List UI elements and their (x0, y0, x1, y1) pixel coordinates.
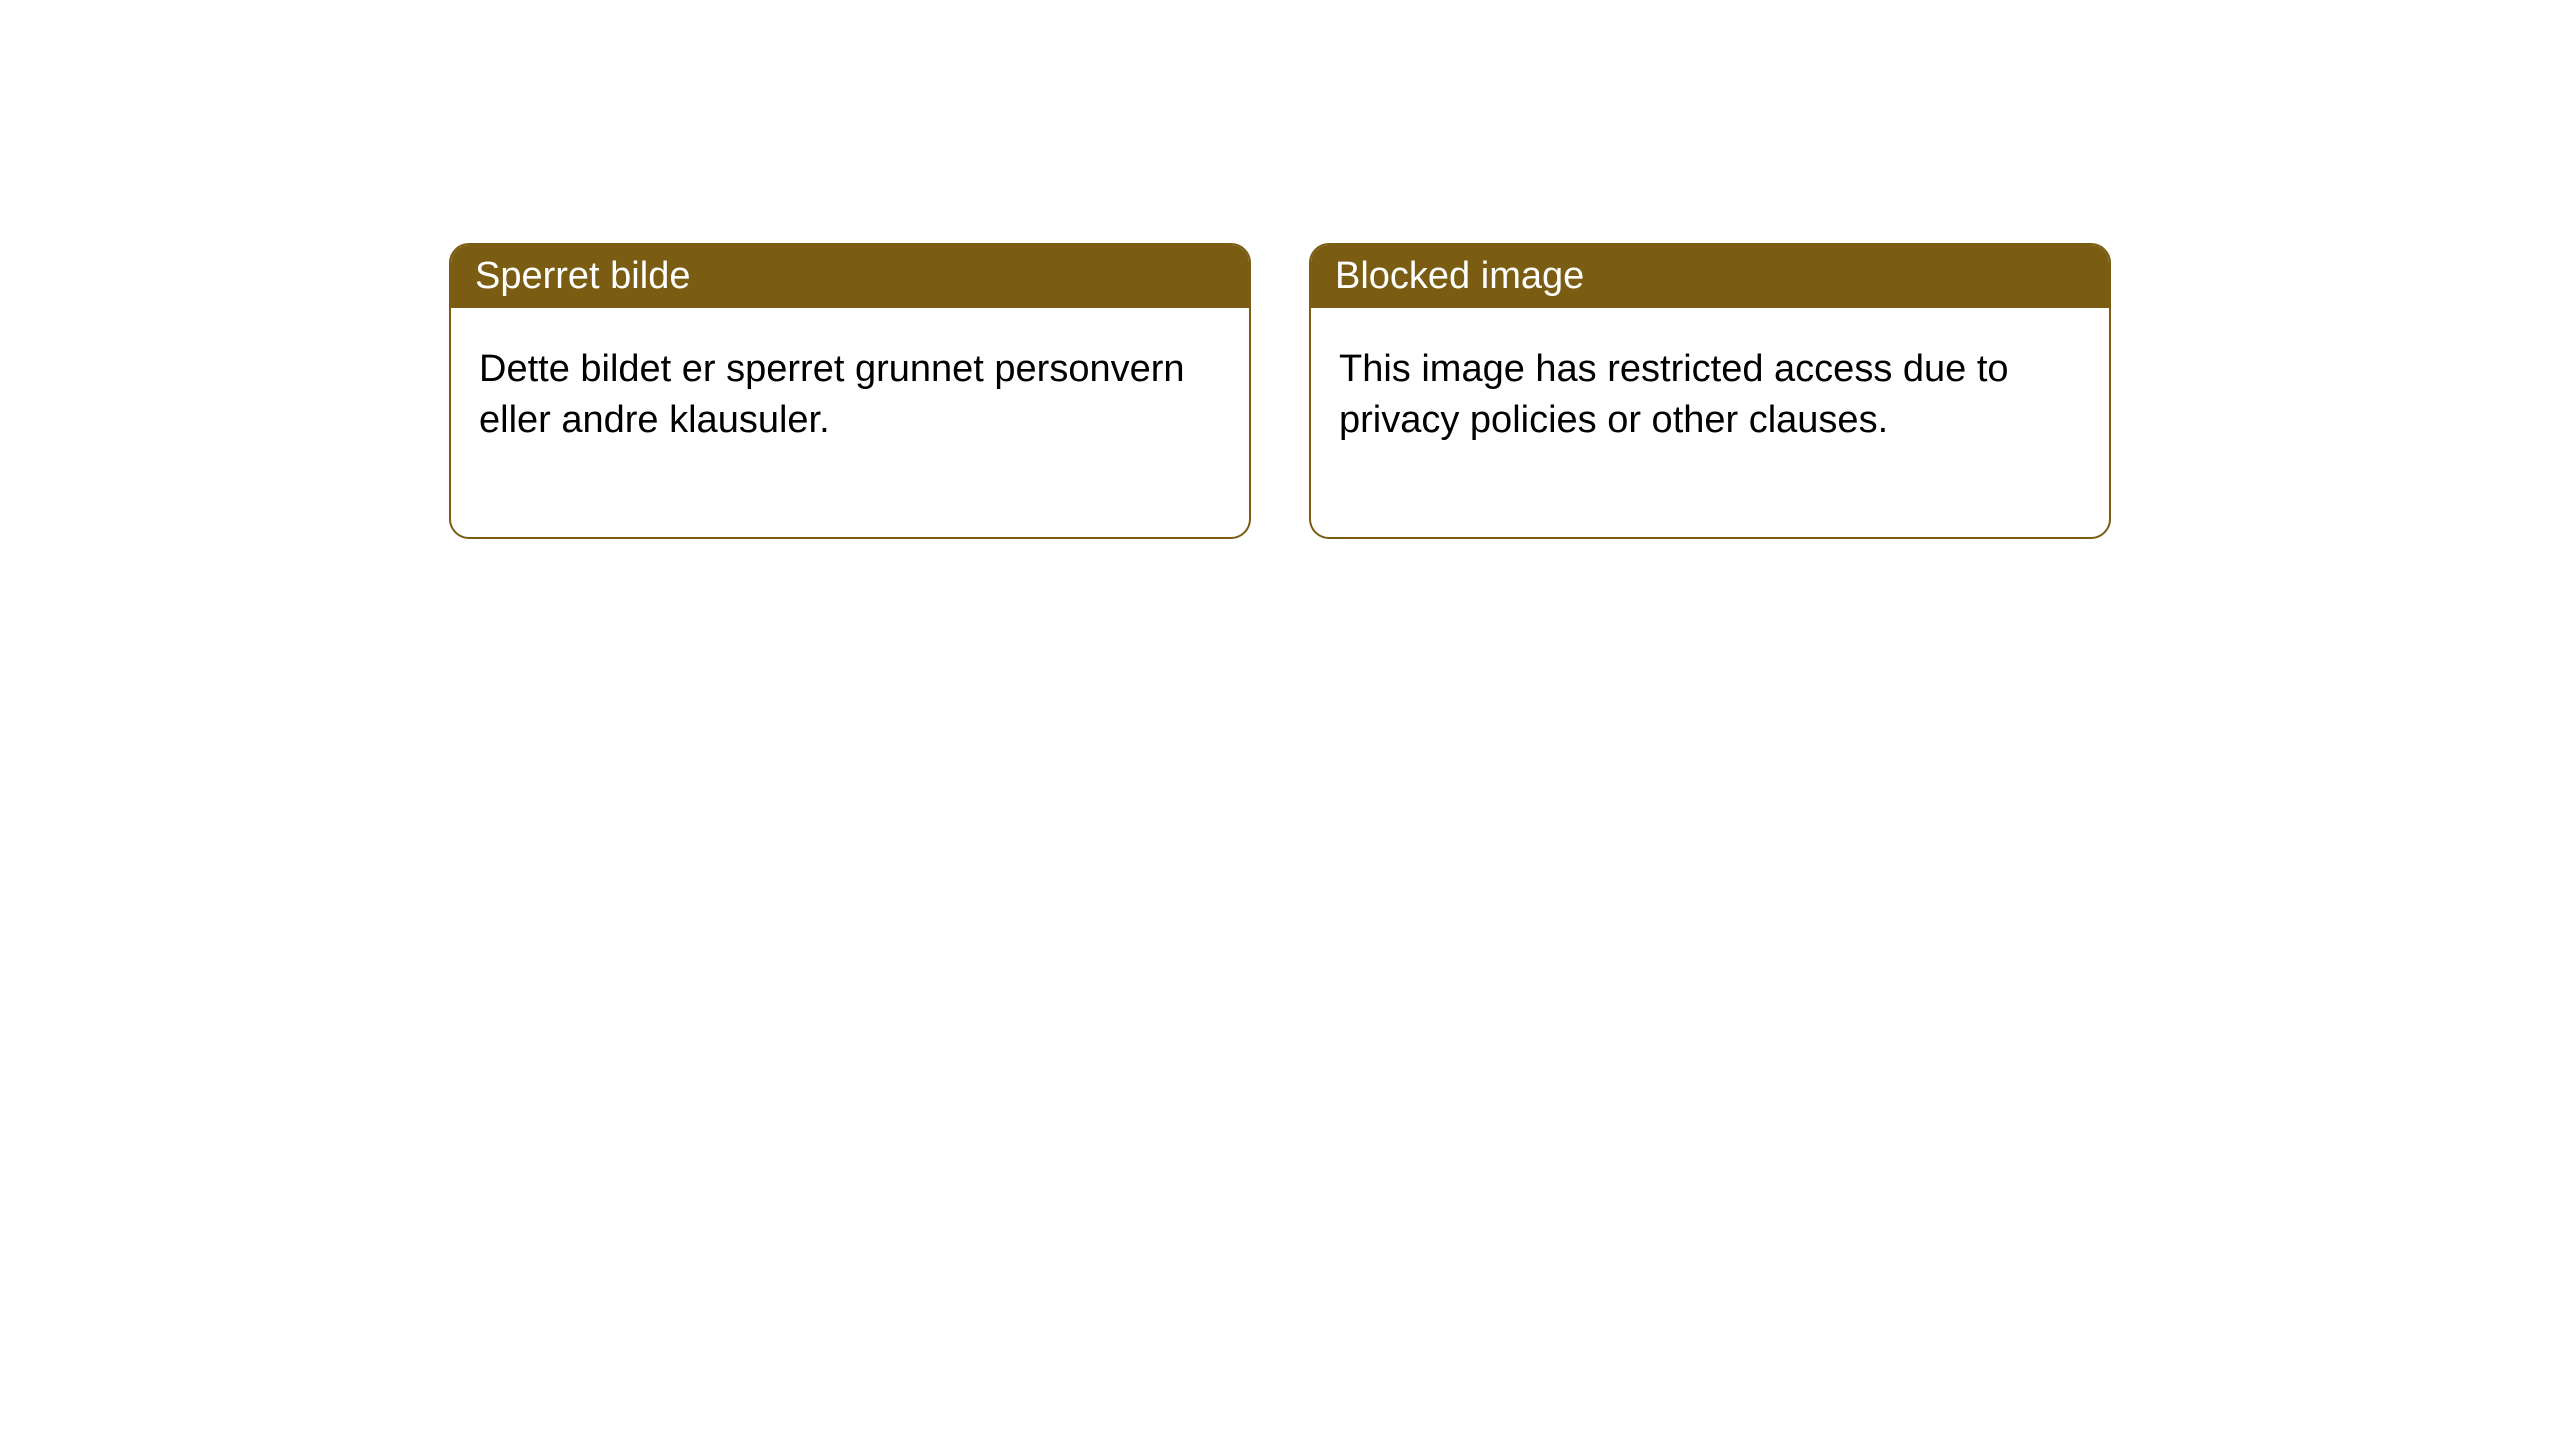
card-title: Blocked image (1335, 255, 1584, 297)
card-body: This image has restricted access due to … (1311, 308, 2109, 537)
notice-container: Sperret bilde Dette bildet er sperret gr… (0, 0, 2560, 539)
blocked-image-card-en: Blocked image This image has restricted … (1309, 243, 2111, 539)
card-message: Dette bildet er sperret grunnet personve… (479, 348, 1185, 441)
card-message: This image has restricted access due to … (1339, 348, 2009, 441)
card-header: Blocked image (1311, 245, 2109, 308)
card-header: Sperret bilde (451, 245, 1249, 308)
card-title: Sperret bilde (475, 255, 690, 297)
card-body: Dette bildet er sperret grunnet personve… (451, 308, 1249, 537)
blocked-image-card-no: Sperret bilde Dette bildet er sperret gr… (449, 243, 1251, 539)
